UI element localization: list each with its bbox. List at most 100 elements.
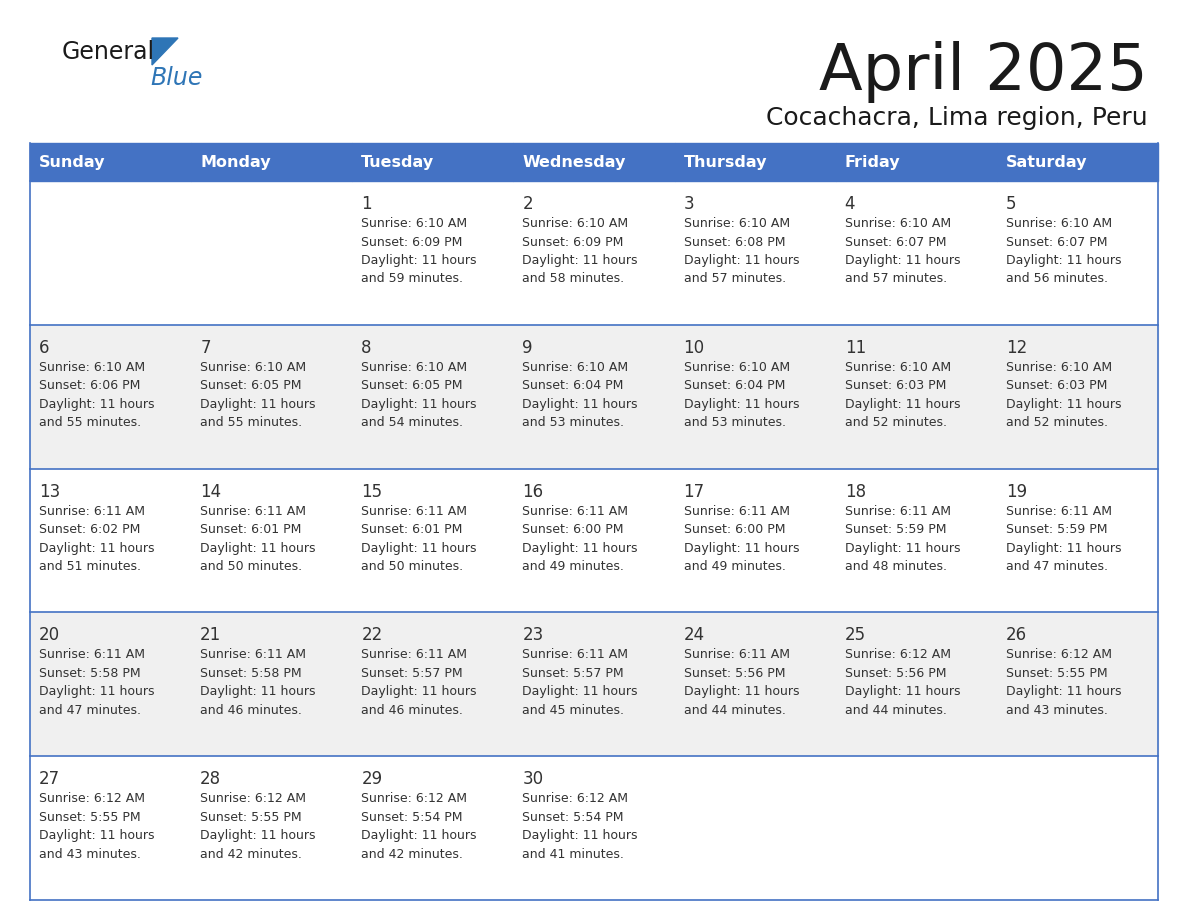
Text: Sunset: 6:00 PM: Sunset: 6:00 PM — [683, 523, 785, 536]
Text: and 46 minutes.: and 46 minutes. — [200, 704, 302, 717]
Text: Sunrise: 6:10 AM: Sunrise: 6:10 AM — [1006, 361, 1112, 374]
Text: 9: 9 — [523, 339, 533, 357]
Bar — [513, 143, 675, 181]
Text: 7: 7 — [200, 339, 210, 357]
Text: Sunset: 6:07 PM: Sunset: 6:07 PM — [1006, 236, 1107, 249]
Text: and 52 minutes.: and 52 minutes. — [1006, 416, 1108, 430]
Text: Sunrise: 6:11 AM: Sunrise: 6:11 AM — [523, 505, 628, 518]
Text: and 54 minutes.: and 54 minutes. — [361, 416, 463, 430]
Text: 14: 14 — [200, 483, 221, 500]
Text: 26: 26 — [1006, 626, 1026, 644]
Text: Daylight: 11 hours: Daylight: 11 hours — [39, 542, 154, 554]
Text: Daylight: 11 hours: Daylight: 11 hours — [200, 542, 316, 554]
Text: Sunset: 5:54 PM: Sunset: 5:54 PM — [523, 811, 624, 823]
Text: Daylight: 11 hours: Daylight: 11 hours — [39, 397, 154, 410]
Text: General: General — [62, 40, 156, 64]
Text: 28: 28 — [200, 770, 221, 789]
Text: Sunrise: 6:10 AM: Sunrise: 6:10 AM — [200, 361, 307, 374]
Bar — [30, 756, 1158, 900]
Text: 8: 8 — [361, 339, 372, 357]
Text: 16: 16 — [523, 483, 544, 500]
Text: Sunrise: 6:12 AM: Sunrise: 6:12 AM — [39, 792, 145, 805]
Text: Sunrise: 6:11 AM: Sunrise: 6:11 AM — [361, 505, 467, 518]
Text: 29: 29 — [361, 770, 383, 789]
Text: 10: 10 — [683, 339, 704, 357]
Text: Daylight: 11 hours: Daylight: 11 hours — [200, 397, 316, 410]
Text: Sunset: 5:58 PM: Sunset: 5:58 PM — [200, 666, 302, 680]
Text: Sunrise: 6:10 AM: Sunrise: 6:10 AM — [361, 217, 467, 230]
Text: Sunset: 5:56 PM: Sunset: 5:56 PM — [683, 666, 785, 680]
Text: Sunrise: 6:10 AM: Sunrise: 6:10 AM — [683, 217, 790, 230]
Text: Sunrise: 6:10 AM: Sunrise: 6:10 AM — [523, 361, 628, 374]
Text: Daylight: 11 hours: Daylight: 11 hours — [361, 397, 476, 410]
Text: Sunset: 5:57 PM: Sunset: 5:57 PM — [523, 666, 624, 680]
Text: 3: 3 — [683, 195, 694, 213]
Text: Sunset: 5:59 PM: Sunset: 5:59 PM — [845, 523, 946, 536]
Text: Sunset: 6:09 PM: Sunset: 6:09 PM — [523, 236, 624, 249]
Text: Sunset: 6:01 PM: Sunset: 6:01 PM — [361, 523, 462, 536]
Text: Sunrise: 6:11 AM: Sunrise: 6:11 AM — [200, 648, 307, 661]
Text: Daylight: 11 hours: Daylight: 11 hours — [523, 829, 638, 842]
Text: Daylight: 11 hours: Daylight: 11 hours — [845, 686, 960, 699]
Text: Tuesday: Tuesday — [361, 154, 435, 170]
Bar — [30, 143, 191, 181]
Text: Sunrise: 6:11 AM: Sunrise: 6:11 AM — [683, 505, 790, 518]
Text: 20: 20 — [39, 626, 61, 644]
Text: Sunset: 6:01 PM: Sunset: 6:01 PM — [200, 523, 302, 536]
Text: and 50 minutes.: and 50 minutes. — [200, 560, 302, 573]
Text: Sunset: 5:58 PM: Sunset: 5:58 PM — [39, 666, 140, 680]
Text: and 49 minutes.: and 49 minutes. — [523, 560, 625, 573]
Text: Daylight: 11 hours: Daylight: 11 hours — [361, 254, 476, 267]
Text: and 51 minutes.: and 51 minutes. — [39, 560, 141, 573]
Text: Daylight: 11 hours: Daylight: 11 hours — [39, 686, 154, 699]
Text: 24: 24 — [683, 626, 704, 644]
Text: Sunrise: 6:10 AM: Sunrise: 6:10 AM — [845, 217, 950, 230]
Text: Daylight: 11 hours: Daylight: 11 hours — [200, 829, 316, 842]
Text: 17: 17 — [683, 483, 704, 500]
Text: 21: 21 — [200, 626, 221, 644]
Text: and 47 minutes.: and 47 minutes. — [1006, 560, 1108, 573]
Text: Friday: Friday — [845, 154, 901, 170]
Text: 11: 11 — [845, 339, 866, 357]
Text: and 57 minutes.: and 57 minutes. — [683, 273, 785, 285]
Text: Saturday: Saturday — [1006, 154, 1087, 170]
Text: Daylight: 11 hours: Daylight: 11 hours — [683, 686, 800, 699]
Text: 12: 12 — [1006, 339, 1028, 357]
Text: Sunset: 5:56 PM: Sunset: 5:56 PM — [845, 666, 946, 680]
Polygon shape — [152, 38, 178, 65]
Text: 2: 2 — [523, 195, 533, 213]
Text: Sunrise: 6:10 AM: Sunrise: 6:10 AM — [845, 361, 950, 374]
Text: Sunset: 6:04 PM: Sunset: 6:04 PM — [683, 379, 785, 392]
Text: Sunrise: 6:12 AM: Sunrise: 6:12 AM — [845, 648, 950, 661]
Text: and 41 minutes.: and 41 minutes. — [523, 847, 625, 861]
Text: Sunrise: 6:12 AM: Sunrise: 6:12 AM — [523, 792, 628, 805]
Text: 13: 13 — [39, 483, 61, 500]
Text: Daylight: 11 hours: Daylight: 11 hours — [39, 829, 154, 842]
Text: Sunrise: 6:12 AM: Sunrise: 6:12 AM — [361, 792, 467, 805]
Text: Daylight: 11 hours: Daylight: 11 hours — [1006, 686, 1121, 699]
Text: Daylight: 11 hours: Daylight: 11 hours — [683, 254, 800, 267]
Text: Sunset: 6:03 PM: Sunset: 6:03 PM — [845, 379, 946, 392]
Text: and 43 minutes.: and 43 minutes. — [1006, 704, 1107, 717]
Text: and 42 minutes.: and 42 minutes. — [361, 847, 463, 861]
Text: Daylight: 11 hours: Daylight: 11 hours — [845, 542, 960, 554]
Text: Sunset: 6:00 PM: Sunset: 6:00 PM — [523, 523, 624, 536]
Text: Sunset: 5:57 PM: Sunset: 5:57 PM — [361, 666, 463, 680]
Bar — [30, 468, 1158, 612]
Bar — [191, 143, 353, 181]
Text: Daylight: 11 hours: Daylight: 11 hours — [1006, 397, 1121, 410]
Text: Daylight: 11 hours: Daylight: 11 hours — [200, 686, 316, 699]
Text: Sunset: 5:59 PM: Sunset: 5:59 PM — [1006, 523, 1107, 536]
Text: Sunrise: 6:11 AM: Sunrise: 6:11 AM — [1006, 505, 1112, 518]
Text: Sunset: 6:05 PM: Sunset: 6:05 PM — [361, 379, 463, 392]
Text: 5: 5 — [1006, 195, 1017, 213]
Text: 4: 4 — [845, 195, 855, 213]
Text: Daylight: 11 hours: Daylight: 11 hours — [361, 829, 476, 842]
Text: Daylight: 11 hours: Daylight: 11 hours — [845, 254, 960, 267]
Text: Sunset: 5:55 PM: Sunset: 5:55 PM — [39, 811, 140, 823]
Text: and 49 minutes.: and 49 minutes. — [683, 560, 785, 573]
Text: Sunrise: 6:10 AM: Sunrise: 6:10 AM — [39, 361, 145, 374]
Text: Daylight: 11 hours: Daylight: 11 hours — [683, 542, 800, 554]
Text: 1: 1 — [361, 195, 372, 213]
Text: Daylight: 11 hours: Daylight: 11 hours — [523, 254, 638, 267]
